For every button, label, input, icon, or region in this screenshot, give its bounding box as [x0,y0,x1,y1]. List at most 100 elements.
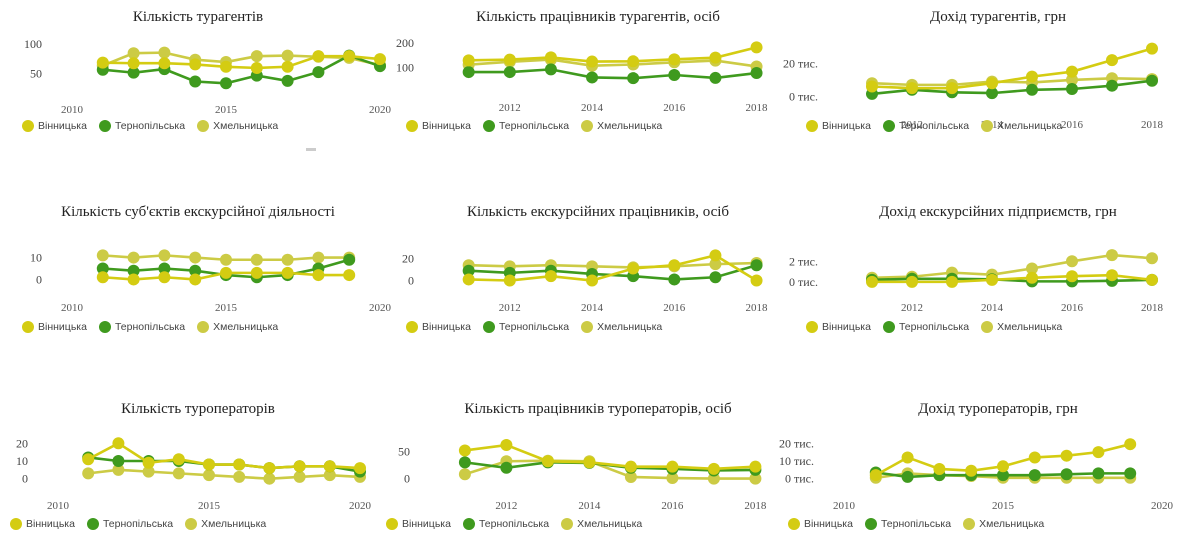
data-point[interactable] [866,80,878,93]
data-point[interactable] [709,258,722,271]
data-point[interactable] [354,462,366,475]
data-point[interactable] [1066,65,1078,78]
data-point[interactable] [1028,469,1041,482]
legend-item[interactable]: Хмельницька [185,518,266,530]
data-point[interactable] [668,69,681,81]
legend-item[interactable]: Вінницька [386,518,451,530]
data-point[interactable] [503,53,516,66]
data-point[interactable] [503,66,516,79]
data-point[interactable] [203,469,215,482]
data-point[interactable] [1026,262,1038,275]
data-point[interactable] [312,66,325,79]
legend-item[interactable]: Вінницька [406,120,471,132]
data-point[interactable] [946,275,958,288]
data-point[interactable] [709,51,722,64]
data-point[interactable] [462,54,475,67]
data-point[interactable] [586,274,599,287]
data-point[interactable] [544,270,557,283]
data-point[interactable] [709,71,722,84]
legend-item[interactable]: Хмельницька [197,321,278,333]
data-point[interactable] [500,461,513,474]
data-point[interactable] [293,460,306,473]
data-point[interactable] [946,82,958,95]
data-point[interactable] [627,262,640,275]
data-point[interactable] [624,470,637,483]
data-point[interactable] [250,253,263,266]
legend-item[interactable]: Вінницька [788,518,853,530]
legend-item[interactable]: Вінницька [806,120,871,132]
data-point[interactable] [127,273,140,286]
data-point[interactable] [586,71,599,84]
legend-item[interactable]: Тернопільська [98,120,185,132]
data-point[interactable] [1026,70,1038,83]
data-point[interactable] [220,253,232,266]
data-point[interactable] [458,444,471,457]
data-point[interactable] [1146,74,1158,87]
data-point[interactable] [112,463,125,476]
data-point[interactable] [127,57,140,70]
data-point[interactable] [189,251,202,264]
data-point[interactable] [250,266,263,279]
data-point[interactable] [750,274,763,287]
data-point[interactable] [707,462,720,475]
legend-item[interactable]: Тернопільська [86,518,173,530]
legend-item[interactable]: Вінницька [22,120,87,132]
data-point[interactable] [263,472,276,485]
data-point[interactable] [158,262,171,275]
data-point[interactable] [933,462,946,475]
data-point[interactable] [986,87,998,100]
data-point[interactable] [668,259,681,272]
data-point[interactable] [906,82,918,95]
data-point[interactable] [627,55,640,68]
data-point[interactable] [281,49,294,62]
data-point[interactable] [250,61,263,74]
data-point[interactable] [709,249,722,262]
data-point[interactable] [158,57,171,70]
data-point[interactable] [172,467,185,480]
data-point[interactable] [312,251,325,264]
data-point[interactable] [541,455,554,468]
data-point[interactable] [323,460,336,473]
data-point[interactable] [1026,83,1038,96]
data-point[interactable] [544,63,557,76]
legend-item[interactable]: Тернопільська [462,518,549,530]
data-point[interactable] [1066,255,1078,268]
data-point[interactable] [709,271,722,284]
data-point[interactable] [1106,249,1118,262]
data-point[interactable] [866,275,878,288]
data-point[interactable] [668,273,681,286]
data-point[interactable] [112,455,125,467]
data-point[interactable] [1146,252,1158,265]
data-point[interactable] [312,50,325,63]
legend-item[interactable]: Тернопільська [864,518,951,530]
data-point[interactable] [750,67,763,80]
data-point[interactable] [1066,73,1078,86]
data-point[interactable] [203,458,215,471]
data-point[interactable] [1124,467,1137,480]
data-point[interactable] [220,266,232,279]
legend-item[interactable]: Вінницька [406,321,471,333]
legend-item[interactable]: Тернопільська [98,321,185,333]
data-point[interactable] [281,253,294,266]
data-point[interactable] [1106,79,1118,92]
legend-item[interactable]: Хмельницька [981,120,1062,132]
data-point[interactable] [233,458,246,471]
data-point[interactable] [142,465,155,478]
data-point[interactable] [96,249,109,262]
legend-item[interactable]: Хмельницька [963,518,1044,530]
data-point[interactable] [1106,54,1118,67]
data-point[interactable] [281,266,294,279]
data-point[interactable] [220,60,232,73]
data-point[interactable] [462,264,475,277]
data-point[interactable] [343,50,356,63]
data-point[interactable] [750,259,763,272]
data-point[interactable] [869,469,882,482]
legend-item[interactable]: Хмельницька [981,321,1062,333]
data-point[interactable] [127,66,140,79]
data-point[interactable] [1092,467,1105,480]
legend-item[interactable]: Вінницька [806,321,871,333]
data-point[interactable] [96,262,109,275]
data-point[interactable] [127,47,140,60]
legend-item[interactable]: Вінницька [10,518,75,530]
data-point[interactable] [666,472,679,485]
